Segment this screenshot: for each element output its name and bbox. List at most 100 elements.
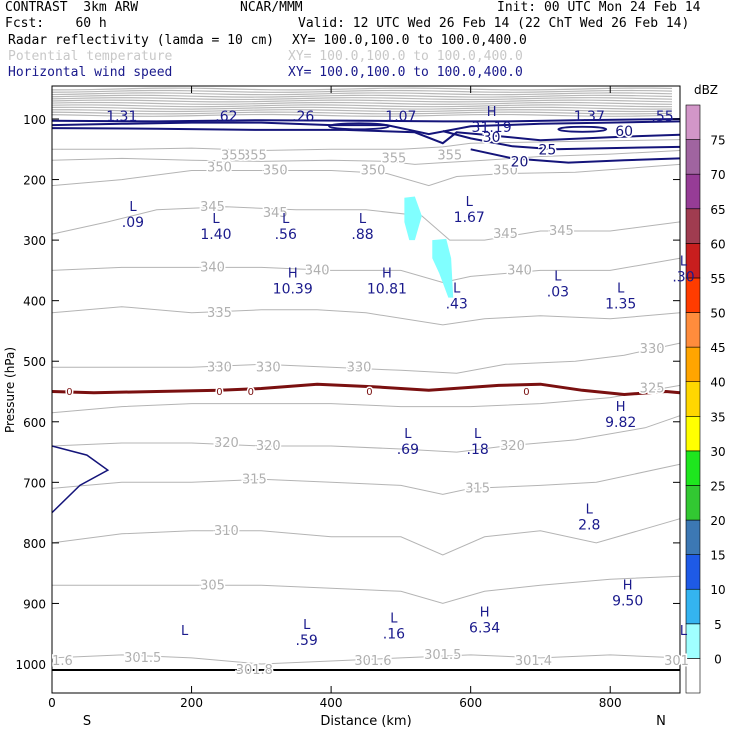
theta-contour bbox=[51, 384, 681, 414]
extremum-value: 1.67 bbox=[454, 210, 485, 226]
extremum-type: L bbox=[181, 624, 189, 639]
reflectivity-cell bbox=[404, 196, 422, 241]
x-axis-label: Distance (km) bbox=[320, 714, 411, 729]
extremum-value: .69 bbox=[397, 442, 419, 458]
field-wind-xy: XY= 100.0,100.0 to 100.0,400.0 bbox=[288, 65, 523, 80]
theta-contour-upper bbox=[51, 106, 673, 110]
theta-label: 301.4 bbox=[515, 654, 552, 669]
colorbar-level-label: 50 bbox=[710, 307, 725, 321]
extremum-value: 9.50 bbox=[612, 593, 643, 609]
colorbar-level-label: 75 bbox=[710, 134, 725, 148]
y-tick-label: 700 bbox=[23, 476, 46, 490]
colorbar-swatch bbox=[685, 312, 701, 348]
x-tick-label: 600 bbox=[459, 696, 482, 710]
colorbar-level-label: 30 bbox=[710, 445, 725, 459]
wind-speed-label: 60 bbox=[615, 124, 633, 140]
theta-contour bbox=[52, 139, 681, 152]
x-tick-label: 200 bbox=[180, 696, 203, 710]
y-tick-label: 900 bbox=[23, 597, 46, 611]
theta-contour-upper bbox=[51, 111, 673, 115]
wind-speed-label: 20 bbox=[511, 154, 529, 170]
freezing-level-label: 0 bbox=[523, 387, 529, 398]
theta-label: 301.5 bbox=[424, 648, 461, 663]
theta-label: 330 bbox=[640, 342, 665, 357]
theta-label: 355 bbox=[381, 151, 406, 166]
theta-label: 335 bbox=[207, 306, 232, 321]
plot-frame bbox=[51, 85, 681, 694]
extremum-value: 9.82 bbox=[605, 415, 636, 431]
y-tick-label: 300 bbox=[23, 234, 46, 248]
y-tick-label: 800 bbox=[23, 537, 46, 551]
theta-label: 355 bbox=[437, 148, 462, 163]
colorbar-swatch bbox=[685, 208, 701, 244]
colorbar-swatch bbox=[685, 588, 701, 625]
extremum-type: H bbox=[288, 267, 298, 282]
extremum-type: L bbox=[554, 270, 562, 285]
y-tick-label: 400 bbox=[23, 295, 46, 309]
theta-label: 345 bbox=[200, 200, 225, 215]
colorbar-swatch bbox=[685, 104, 701, 140]
extremum-value: 1.37 bbox=[574, 109, 605, 125]
theta-label: 340 bbox=[200, 260, 225, 275]
theta-contour-upper bbox=[51, 94, 673, 98]
colorbar-level-label: 35 bbox=[710, 410, 725, 424]
colorbar-swatch bbox=[685, 519, 701, 555]
model-name: CONTRAST 3km ARW bbox=[5, 0, 139, 15]
y-tick-label: 1000 bbox=[15, 658, 46, 672]
extremum-type: L bbox=[212, 212, 220, 227]
extremum-type: H bbox=[616, 400, 626, 415]
extremum-value: .16 bbox=[383, 627, 405, 643]
theta-contour-upper bbox=[51, 89, 673, 93]
theta-label: 301.6 bbox=[354, 654, 391, 669]
theta-label: 320 bbox=[256, 439, 281, 454]
field-wind-name: Horizontal wind speed bbox=[8, 65, 173, 80]
extremum-value: 2.8 bbox=[578, 518, 600, 534]
theta-label: 355 bbox=[221, 148, 246, 163]
theta-label: 330 bbox=[256, 360, 281, 375]
field-theta-name: Potential temperature bbox=[8, 49, 173, 64]
extremum-value: .55 bbox=[651, 109, 673, 125]
forecast-hour: Fcst: 60 h bbox=[5, 16, 107, 31]
theta-label: 315 bbox=[465, 481, 490, 496]
theta-contour bbox=[51, 463, 681, 495]
theta-label: 305 bbox=[200, 578, 225, 593]
extremum-value: 1.35 bbox=[605, 297, 636, 313]
theta-label: 325 bbox=[640, 381, 665, 396]
init-time: Init: 00 UTC Mon 24 Feb 14 bbox=[497, 0, 701, 15]
theta-contour bbox=[52, 575, 681, 604]
theta-contour bbox=[51, 163, 681, 187]
theta-contour-upper bbox=[51, 109, 673, 113]
theta-label: 310 bbox=[214, 524, 239, 539]
extremum-value: 6.34 bbox=[469, 621, 500, 637]
freezing-level-label: 0 bbox=[216, 387, 222, 398]
theta-label: 340 bbox=[507, 263, 532, 278]
theta-contour-upper bbox=[51, 113, 673, 117]
y-tick-label: 100 bbox=[23, 113, 46, 127]
colorbar-level-label: 45 bbox=[710, 341, 725, 355]
extremum-type: L bbox=[586, 503, 594, 518]
y-axis-label: Pressure (hPa) bbox=[3, 347, 17, 433]
theta-contour-upper bbox=[51, 87, 673, 91]
field-theta-xy: XY= 100.0,100.0 to 100.0,400.0 bbox=[288, 49, 523, 64]
extremum-type: H bbox=[487, 105, 497, 120]
theta-label: 355 bbox=[242, 148, 267, 163]
extremum-value: .18 bbox=[467, 442, 489, 458]
extremum-value: 1.31 bbox=[106, 109, 137, 125]
field-reflectivity-name: Radar reflectivity (lamda = 10 cm) bbox=[8, 33, 275, 48]
extremum-value: 10.81 bbox=[367, 282, 407, 298]
extremum-value: 31.19 bbox=[472, 120, 512, 136]
colorbar-level-label: 65 bbox=[710, 203, 725, 217]
wind-speed-contour bbox=[51, 127, 681, 145]
theta-contour bbox=[51, 654, 681, 665]
theta-label: 301.5 bbox=[124, 651, 161, 666]
colorbar-swatch bbox=[685, 554, 701, 590]
extremum-type: L bbox=[282, 212, 290, 227]
x-tick-label: 800 bbox=[599, 696, 622, 710]
colorbar-swatch bbox=[685, 346, 701, 383]
theta-label: 301.8 bbox=[236, 663, 273, 678]
colorbar-level-label: 25 bbox=[710, 479, 725, 493]
theta-label: 330 bbox=[347, 360, 372, 375]
theta-label: 330 bbox=[207, 360, 232, 375]
theta-label: 350 bbox=[207, 160, 232, 175]
theta-label: 345 bbox=[493, 227, 518, 242]
